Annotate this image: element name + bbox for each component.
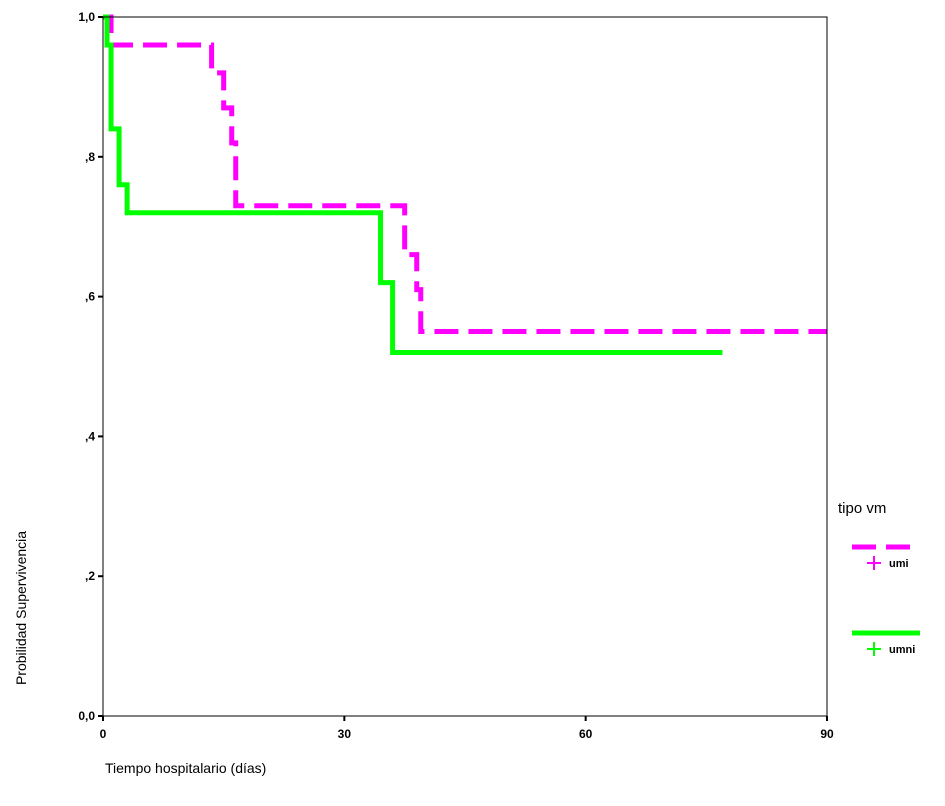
axis-layer: 0 30 60 90 0,0 ,2 ,4 ,6 ,8 1,0 (78, 10, 834, 741)
y-axis-title: Probilidad Supervivencia (13, 531, 29, 685)
x-tick-label: 0 (100, 727, 107, 741)
legend-items: umi umni (852, 544, 920, 656)
y-tick-label: ,2 (85, 569, 95, 583)
y-tick-label: 1,0 (78, 10, 95, 24)
y-tick-label: 0,0 (78, 709, 95, 723)
x-axis-title: Tiempo hospitalario (días) (105, 760, 266, 776)
legend-marker-umi (867, 556, 881, 570)
legend: tipo vm umi umni (838, 500, 920, 656)
series-line-umni (103, 14, 723, 356)
x-tick-label: 90 (820, 727, 834, 741)
y-tick-label: ,4 (85, 429, 95, 443)
y-tick-label: ,8 (85, 150, 95, 164)
x-tick-label: 60 (579, 727, 593, 741)
y-tick-label: ,6 (85, 290, 95, 304)
series-layer (103, 14, 827, 356)
x-tick-label: 30 (338, 727, 352, 741)
plot-frame (102, 16, 828, 717)
series-line-umi (103, 14, 827, 335)
legend-marker-umni (867, 642, 881, 656)
legend-title: tipo vm (838, 500, 886, 517)
legend-label-umi: umi (889, 558, 909, 570)
legend-label-umni: umni (889, 644, 915, 656)
